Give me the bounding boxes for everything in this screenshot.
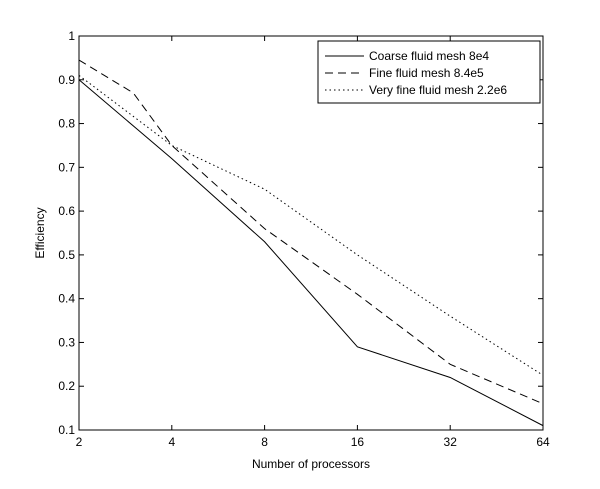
y-tick-label: 0.3 — [58, 335, 75, 349]
y-axis-label: Efficiency — [33, 207, 47, 258]
y-tick-label: 0.1 — [58, 423, 75, 437]
y-tick-label: 0.9 — [58, 73, 75, 87]
x-tick-label: 64 — [536, 435, 550, 449]
legend-label: Fine fluid mesh 8.4e5 — [369, 66, 484, 80]
legend-box — [317, 40, 541, 104]
x-tick-label: 8 — [261, 435, 268, 449]
x-tick-label: 4 — [168, 435, 175, 449]
y-tick-label: 0.8 — [58, 117, 75, 131]
plot-area-frame — [78, 35, 544, 431]
y-tick-label: 0.6 — [58, 204, 75, 218]
y-tick-label: 0.5 — [58, 248, 75, 262]
x-tick-label: 2 — [76, 435, 83, 449]
series-line-dashed — [78, 59, 544, 405]
series-line-solid — [78, 79, 544, 427]
y-tick-label: 1 — [68, 29, 75, 43]
y-tick-label: 0.7 — [58, 160, 75, 174]
legend-label: Coarse fluid mesh 8e4 — [369, 49, 489, 63]
y-tick-label: 0.4 — [58, 292, 75, 306]
legend: Coarse fluid mesh 8e4 Fine fluid mesh 8.4… — [317, 40, 541, 104]
series-line-dotted — [78, 75, 544, 376]
y-tick-label: 0.2 — [58, 379, 75, 393]
x-tick-label: 32 — [444, 435, 458, 449]
x-tick-label: 16 — [351, 435, 365, 449]
x-axis-label: Number of processors — [252, 457, 370, 471]
legend-label: Very fine fluid mesh 2.2e6 — [369, 83, 507, 97]
